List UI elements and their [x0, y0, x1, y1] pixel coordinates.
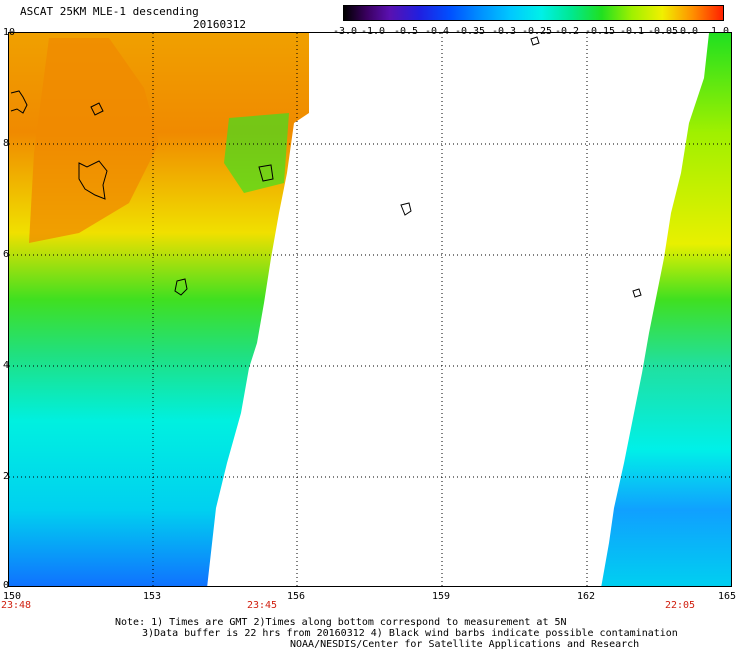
left-swath-green-patch: [224, 113, 289, 193]
color-scale-bar: [343, 5, 724, 21]
footnote-line: NOAA/NESDIS/Center for Satellite Applica…: [290, 639, 640, 650]
colorbar-label: -3.0: [332, 26, 358, 37]
pass-time-label: 23:48: [0, 600, 32, 611]
colorbar-label: -0.2: [554, 26, 580, 37]
map-title: ASCAT 25KM MLE-1 descending: [20, 5, 199, 18]
colorbar-label: 0.0: [679, 26, 699, 37]
x-tick-label: 153: [142, 591, 162, 602]
colorbar-label: -0.4: [424, 26, 450, 37]
colorbar-label: -0.1: [619, 26, 645, 37]
y-tick-label: 2: [3, 471, 10, 482]
map-canvas: [9, 33, 731, 586]
colorbar-label: -0.25: [521, 26, 553, 37]
map-date: 20160312: [193, 18, 246, 31]
x-tick-label: 165: [717, 591, 737, 602]
island-outline: [10, 90, 28, 114]
left-swath-maximum: [29, 38, 159, 243]
island-outline: [174, 278, 188, 296]
x-tick-label: 156: [286, 591, 306, 602]
island-outline: [400, 202, 412, 216]
colorbar-label: -0.5: [393, 26, 419, 37]
pass-time-label: 23:45: [246, 600, 278, 611]
x-tick-label: 159: [431, 591, 451, 602]
y-tick-label: 0: [3, 580, 10, 591]
colorbar-label: -0.15: [584, 26, 616, 37]
colorbar-label: -1.0: [360, 26, 386, 37]
footnote-line: Note: 1) Times are GMT 2)Times along bot…: [115, 617, 567, 628]
y-tick-label: 4: [3, 360, 10, 371]
colorbar-label: -0.3: [491, 26, 517, 37]
pass-time-label: 22:05: [664, 600, 696, 611]
colorbar-label: 1.0: [710, 26, 730, 37]
colorbar-label: -0.05: [647, 26, 679, 37]
island-outline: [632, 288, 642, 298]
map-plot-area: [8, 32, 732, 587]
x-tick-label: 162: [576, 591, 596, 602]
y-tick-label: 10: [3, 27, 16, 38]
colorbar-label: -0.35: [454, 26, 486, 37]
island-outlines: [10, 36, 642, 298]
right-data-swath: [601, 33, 731, 586]
island-outline: [258, 164, 274, 182]
graticule-grid: [9, 33, 731, 586]
island-outline: [90, 102, 104, 116]
y-tick-label: 6: [3, 249, 10, 260]
x-tick-label: 150: [2, 591, 22, 602]
island-outline: [530, 36, 540, 46]
y-tick-label: 8: [3, 138, 10, 149]
island-outline: [78, 160, 108, 200]
footnote-line: 3)Data buffer is 22 hrs from 20160312 4)…: [142, 628, 678, 639]
